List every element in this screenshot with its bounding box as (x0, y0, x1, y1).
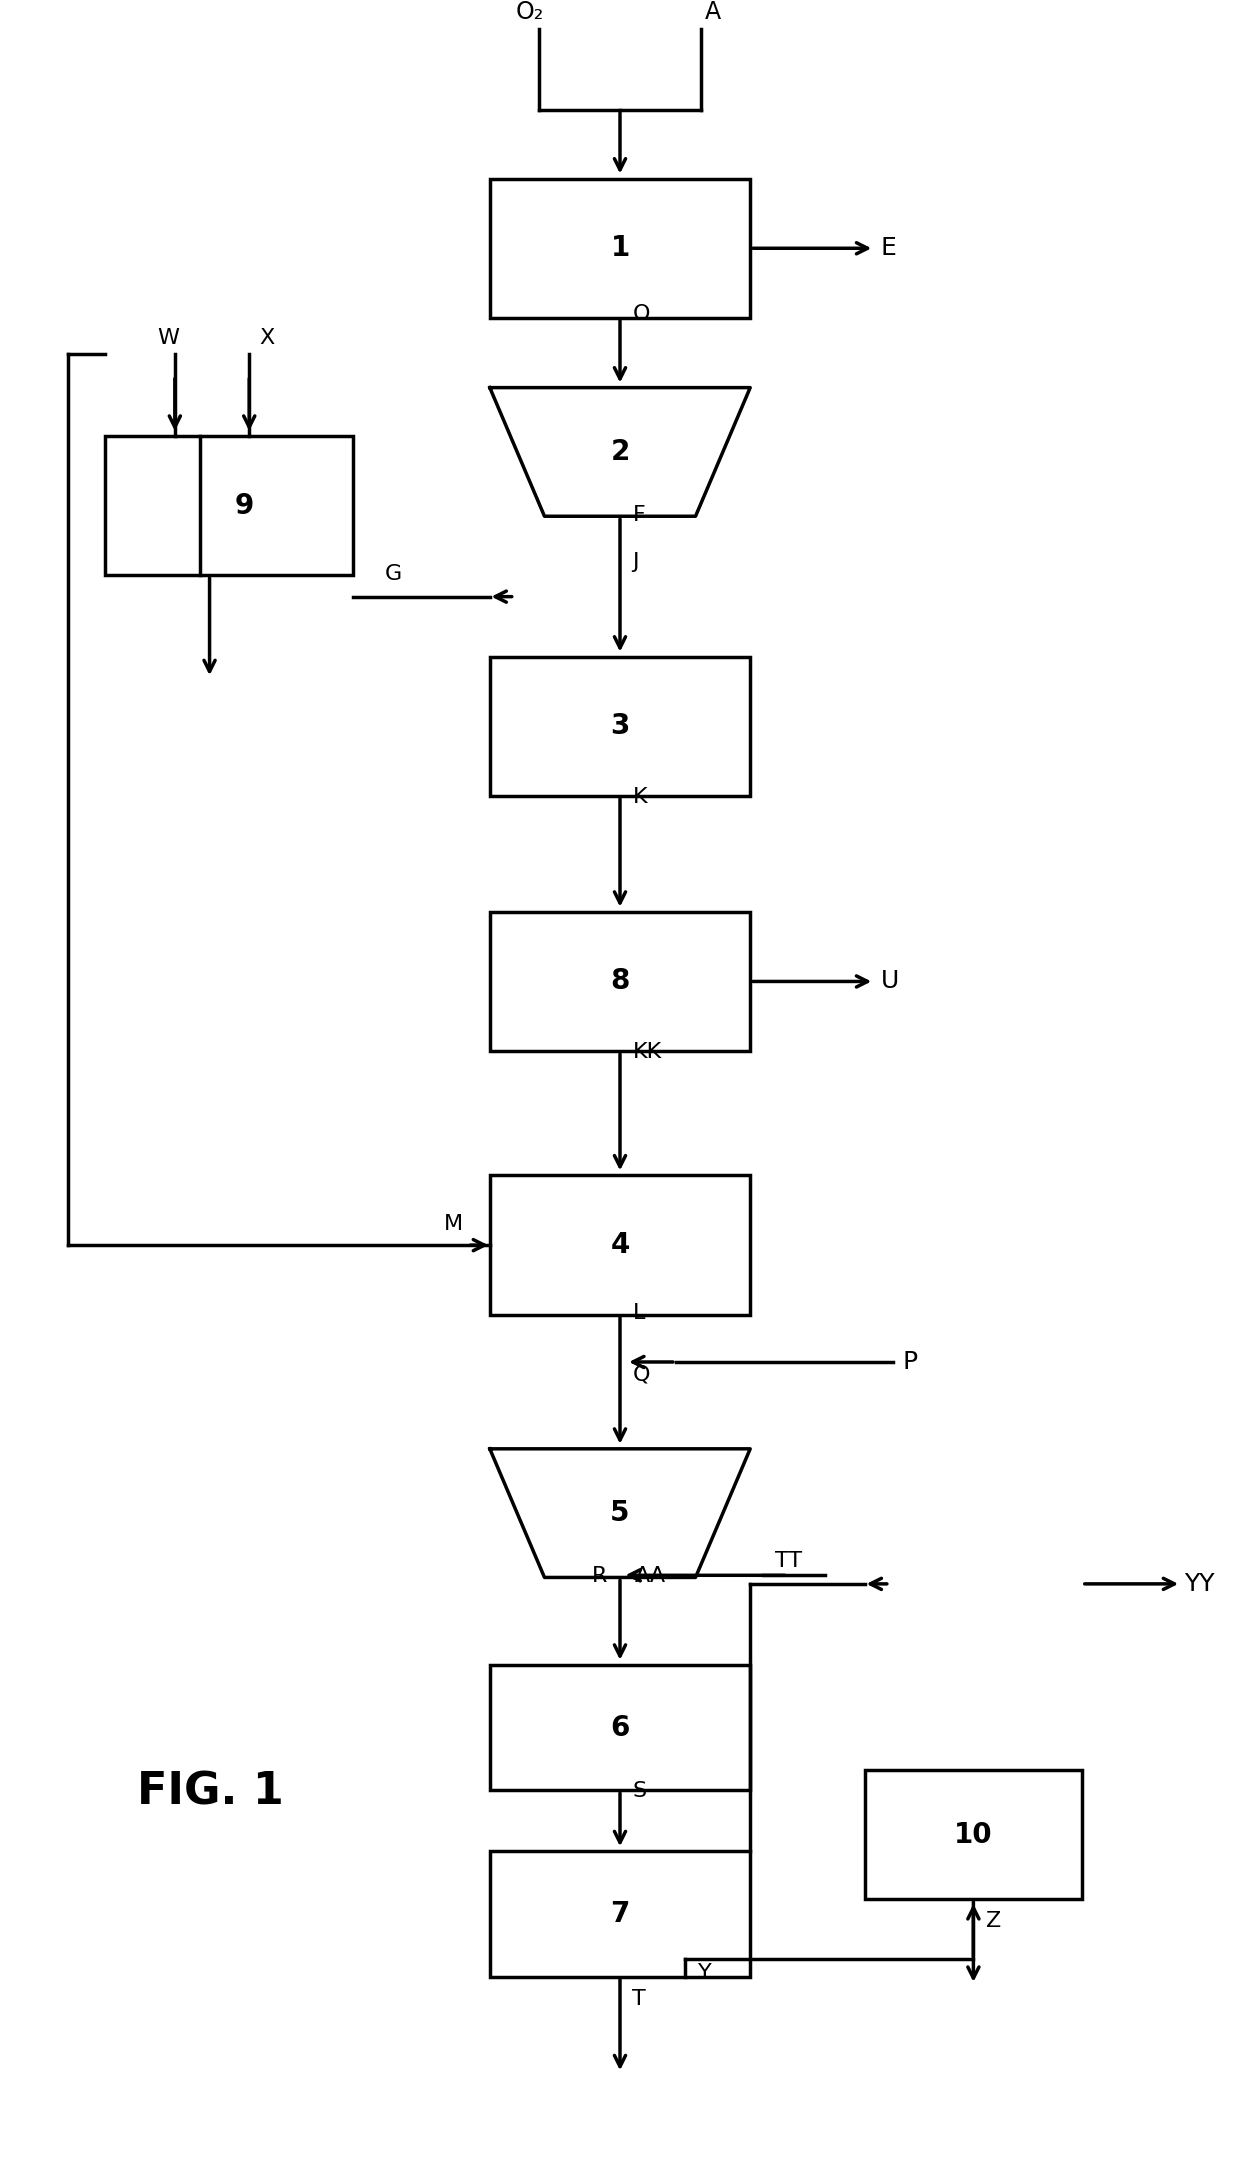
Text: G: G (384, 563, 402, 583)
Text: TT: TT (775, 1552, 802, 1571)
Text: YY: YY (1183, 1571, 1214, 1595)
Text: 2: 2 (610, 438, 630, 466)
Text: 4: 4 (610, 1231, 630, 1259)
Text: 5: 5 (610, 1500, 630, 1528)
Bar (490, 1851, 750, 1976)
Text: Y: Y (697, 1963, 712, 1983)
Text: 1: 1 (610, 234, 630, 262)
Text: 3: 3 (610, 713, 630, 741)
Text: 10: 10 (954, 1820, 993, 1848)
Text: S: S (632, 1781, 646, 1801)
Text: A: A (704, 0, 722, 24)
Text: P: P (903, 1350, 918, 1374)
Bar (490, 912, 750, 1051)
Text: FIG. 1: FIG. 1 (138, 1770, 284, 1814)
Text: L: L (632, 1302, 645, 1324)
Text: Q: Q (632, 1365, 650, 1385)
Text: Z: Z (986, 1911, 1001, 1931)
Text: KK: KK (632, 1042, 662, 1062)
Bar (490, 1664, 750, 1790)
Text: M: M (444, 1214, 463, 1235)
Bar (490, 178, 750, 319)
Text: O: O (632, 303, 650, 325)
Text: T: T (632, 1989, 646, 2009)
Text: W: W (157, 327, 180, 349)
Text: O₂: O₂ (516, 0, 543, 24)
Polygon shape (490, 1450, 750, 1578)
Text: F: F (632, 505, 645, 524)
Text: R: R (593, 1567, 608, 1586)
Text: AA: AA (635, 1567, 666, 1586)
Text: J: J (632, 553, 639, 572)
Bar (490, 657, 750, 795)
Bar (490, 1175, 750, 1315)
Polygon shape (490, 388, 750, 516)
Bar (105, 436, 353, 574)
Text: 7: 7 (610, 1900, 630, 1929)
Bar (866, 1770, 1081, 1898)
Text: E: E (880, 236, 897, 260)
Text: U: U (880, 969, 899, 992)
Text: X: X (259, 327, 274, 349)
Text: 9: 9 (234, 492, 254, 520)
Text: 8: 8 (610, 966, 630, 995)
Text: 6: 6 (610, 1714, 630, 1742)
Text: K: K (632, 787, 647, 806)
